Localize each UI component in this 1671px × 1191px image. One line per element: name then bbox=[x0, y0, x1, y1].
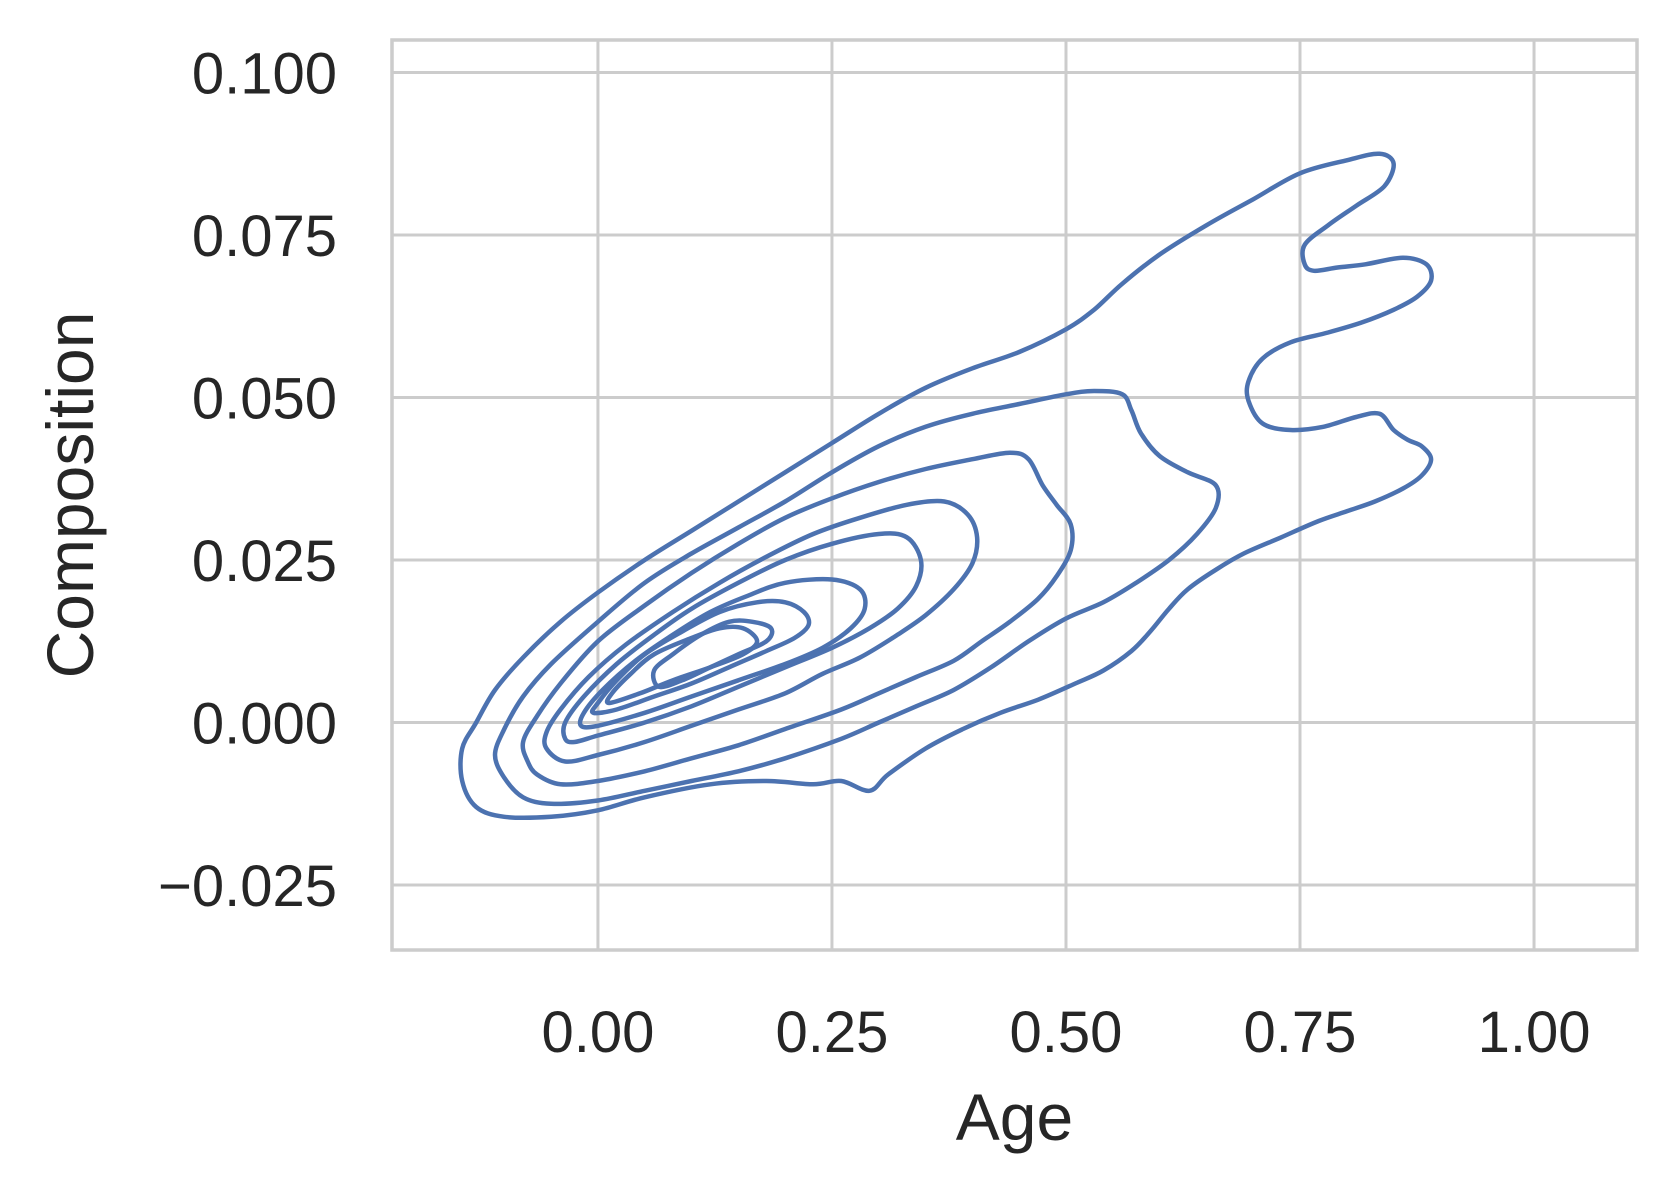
contour-line-level-5 bbox=[561, 531, 924, 745]
x-tick-label: 0.50 bbox=[1010, 1000, 1123, 1065]
y-tick-labels: −0.025 0.000 0.025 0.050 0.075 0.100 bbox=[158, 42, 337, 920]
y-tick-label: 0.100 bbox=[192, 42, 337, 107]
x-tick-label: 1.00 bbox=[1478, 1000, 1591, 1065]
x-axis-label: Age bbox=[956, 1080, 1073, 1154]
contour-line-level-8 bbox=[604, 624, 760, 706]
y-tick-label: 0.025 bbox=[192, 529, 337, 594]
contour-lines bbox=[458, 151, 1434, 821]
contour-line-level-4 bbox=[542, 498, 980, 764]
contour-line-level-1 bbox=[458, 151, 1434, 821]
contour-line-level-2 bbox=[492, 388, 1221, 807]
y-axis-label: Composition bbox=[33, 312, 107, 679]
x-tick-label: 0.00 bbox=[541, 1000, 654, 1065]
y-tick-label: 0.075 bbox=[192, 204, 337, 269]
y-tick-label: 0.000 bbox=[192, 692, 337, 757]
contour-line-level-7 bbox=[589, 598, 812, 716]
contour-line-level-3 bbox=[520, 450, 1075, 787]
contour-line-level-9 bbox=[650, 618, 775, 690]
x-tick-label: 0.25 bbox=[776, 1000, 889, 1065]
y-tick-label: −0.025 bbox=[158, 854, 337, 919]
plot-frame bbox=[390, 38, 1639, 952]
y-tick-label: 0.050 bbox=[192, 367, 337, 432]
x-tick-labels: 0.00 0.25 0.50 0.75 1.00 bbox=[541, 1000, 1590, 1065]
x-tick-label: 0.75 bbox=[1244, 1000, 1357, 1065]
grid bbox=[392, 40, 1637, 950]
